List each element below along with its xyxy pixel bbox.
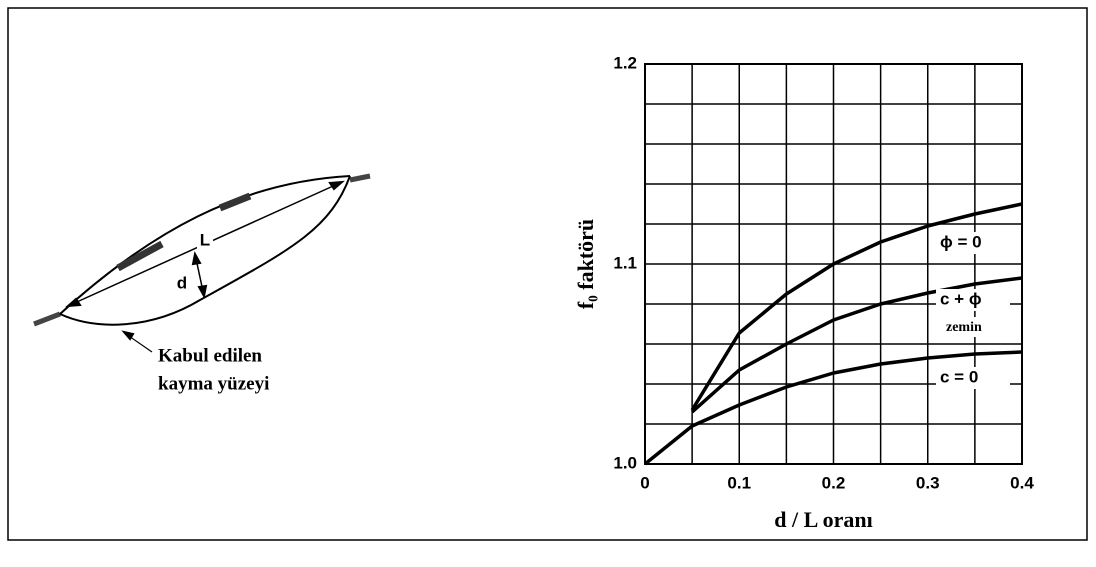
label-bg [936, 232, 1010, 254]
hatch [116, 240, 164, 272]
caption: kayma yüzeyi [158, 373, 269, 394]
arrowhead [121, 330, 135, 341]
length-label: L [200, 230, 210, 249]
slope-diagram [33, 173, 371, 353]
y-tick-label: 1.0 [613, 453, 637, 472]
y-tick-label: 1.1 [613, 253, 637, 272]
x-tick-label: 0.1 [727, 473, 751, 492]
hatch [218, 192, 252, 212]
ground-left [33, 311, 61, 327]
x-tick-label: 0.3 [916, 473, 940, 492]
slope-surface [59, 175, 351, 315]
caption: Kabul edilen [158, 345, 262, 366]
series-line [690, 276, 1023, 414]
series-line [690, 202, 1023, 411]
chart: 0 0.1 0.2 0.3 0.4 1.0 1.1 1.2 d / L oranı f₀ fakt… [573, 53, 1034, 532]
slip-surface [59, 175, 351, 326]
frame [7, 7, 1088, 541]
depth-label: d [177, 273, 187, 292]
series-note: zemin [946, 320, 982, 335]
label-bg [197, 232, 213, 250]
y-tick-label: 1.2 [613, 53, 637, 72]
arrowheads [65, 180, 345, 308]
ground-right [349, 173, 371, 183]
series-label: c + ϕ [940, 289, 982, 308]
series-label: c = 0 [940, 367, 978, 386]
x-axis-label: d / L oranı [774, 507, 872, 532]
x-tick-label: 0 [640, 473, 649, 492]
label-bg [936, 289, 1010, 311]
x-tick-label: 0.4 [1010, 473, 1034, 492]
arrowheads [191, 251, 208, 299]
plot-border [644, 63, 1023, 465]
y-axis-label: f₀ faktörü [573, 219, 598, 309]
label-bg [936, 317, 1014, 337]
x-tick-label: 0.2 [822, 473, 846, 492]
series-label: ϕ = 0 [940, 232, 982, 251]
label-bg [936, 367, 1010, 389]
series-line [643, 350, 1023, 466]
